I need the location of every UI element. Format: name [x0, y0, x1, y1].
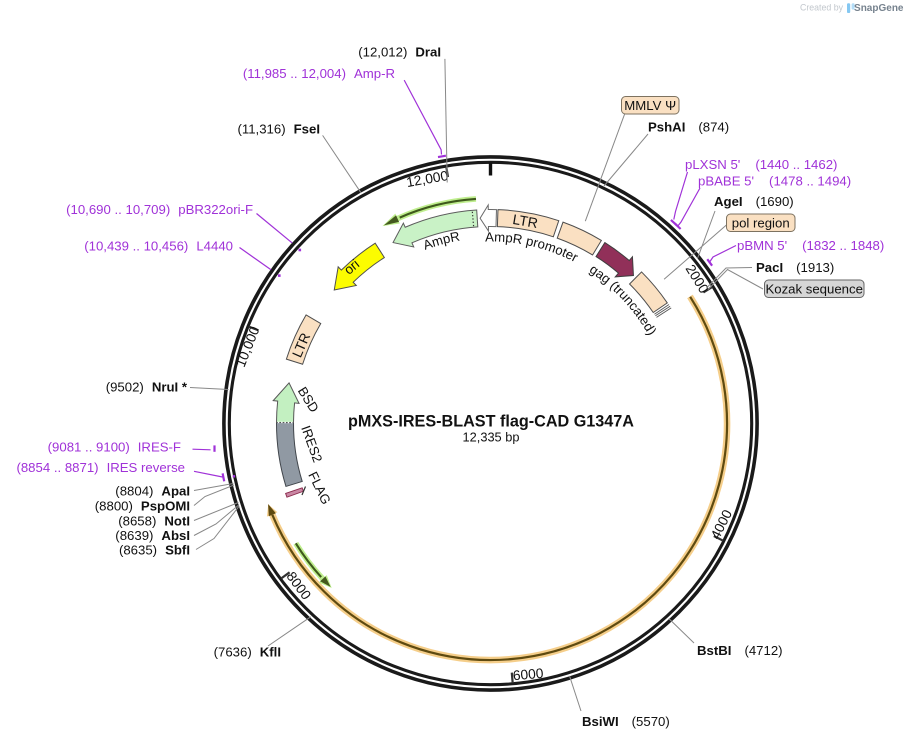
svg-text:Created by: Created by — [800, 2, 844, 12]
svg-text:(8658)NotI: (8658)NotI — [118, 514, 190, 529]
svg-text:MMLV Ψ: MMLV Ψ — [624, 98, 676, 113]
svg-text:(12,012)DraI: (12,012)DraI — [358, 45, 441, 60]
svg-text:6000: 6000 — [512, 666, 544, 684]
svg-text:12,335 bp: 12,335 bp — [463, 430, 520, 445]
svg-text:(7636)KflI: (7636)KflI — [214, 645, 281, 660]
svg-text:pMXS-IRES-BLAST flag-CAD G1347: pMXS-IRES-BLAST flag-CAD G1347A — [348, 413, 634, 431]
svg-text:(8800)PspOMI: (8800)PspOMI — [95, 499, 190, 514]
svg-text:pBMN 5'(1832 .. 1848): pBMN 5'(1832 .. 1848) — [737, 238, 884, 253]
svg-text:(8635)SbfI: (8635)SbfI — [119, 543, 190, 558]
svg-text:(9081 .. 9100)IRES-F: (9081 .. 9100)IRES-F — [48, 440, 181, 455]
svg-text:SnapGene: SnapGene — [854, 3, 904, 14]
svg-text:(11,985 .. 12,004)Amp-R: (11,985 .. 12,004)Amp-R — [243, 66, 395, 81]
svg-text:pLXSN 5'(1440 .. 1462): pLXSN 5'(1440 .. 1462) — [685, 157, 837, 172]
svg-text:(10,439 .. 10,456)L4440: (10,439 .. 10,456)L4440 — [84, 238, 233, 253]
svg-text:(11,316)FseI: (11,316)FseI — [237, 122, 320, 137]
svg-text:pBABE 5'(1478 .. 1494): pBABE 5'(1478 .. 1494) — [698, 174, 851, 189]
svg-text:Kozak sequence: Kozak sequence — [765, 281, 863, 296]
svg-text:(8804)ApaI: (8804)ApaI — [115, 484, 190, 499]
svg-text:(10,690 .. 10,709)pBR322ori-F: (10,690 .. 10,709)pBR322ori-F — [66, 202, 253, 217]
svg-text:(8639)AbsI: (8639)AbsI — [115, 528, 190, 543]
svg-text:pol region: pol region — [732, 215, 790, 230]
